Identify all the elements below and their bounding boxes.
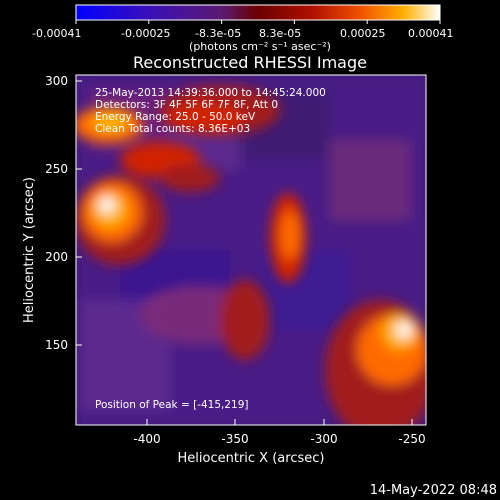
info-overlay: 25-May-2013 14:39:36.000 to 14:45:24.000… xyxy=(95,87,326,135)
colorbar-unit-label: (photons cm⁻² s⁻¹ asec⁻²) xyxy=(189,40,331,53)
colorbar-bar xyxy=(75,4,441,21)
colorbar-tick-label: 0.00025 xyxy=(340,27,386,40)
peak-position-text: Position of Peak = [-415,219] xyxy=(95,399,249,411)
x-tick-label: -350 xyxy=(221,432,248,446)
y-ticks xyxy=(76,80,82,346)
footer-timestamp: 14-May-2022 08:48 xyxy=(370,483,497,498)
x-ticks xyxy=(146,419,413,425)
y-tick-label: 150 xyxy=(45,338,68,352)
info-line: 25-May-2013 14:39:36.000 to 14:45:24.000 xyxy=(95,87,326,99)
image-title: Reconstructed RHESSI Image xyxy=(133,53,367,72)
image-panel xyxy=(76,75,426,425)
info-line: Detectors: 3F 4F 5F 6F 7F 8F, Att 0 xyxy=(95,99,278,111)
x-tick-label: -400 xyxy=(133,432,160,446)
x-tick-label: -300 xyxy=(310,432,337,446)
x-axis-title: Heliocentric X (arcsec) xyxy=(178,451,325,466)
colorbar-tick-label: 0.00041 xyxy=(408,27,454,40)
plot-frame xyxy=(75,74,427,426)
colorbar: -0.00041 -0.00025 -8.3e-05 8.3e-05 0.000… xyxy=(32,4,454,53)
colorbar-ticks xyxy=(75,20,441,24)
colorbar-tick-label: 8.3e-05 xyxy=(259,27,301,40)
x-tick-label: -250 xyxy=(398,432,425,446)
y-tick-label: 250 xyxy=(45,162,68,176)
colorbar-tick-label: -0.00025 xyxy=(121,27,170,40)
y-axis-title: Heliocentric Y (arcsec) xyxy=(22,177,37,323)
info-line: Energy Range: 25.0 - 50.0 keV xyxy=(95,111,256,123)
colorbar-tick-label: -0.00041 xyxy=(32,27,81,40)
info-line: Clean Total counts: 8.36E+03 xyxy=(95,123,250,135)
image-features xyxy=(76,85,426,425)
colorbar-tick-label: -8.3e-05 xyxy=(195,27,241,40)
y-tick-label: 300 xyxy=(45,74,68,88)
y-tick-label: 200 xyxy=(45,250,68,264)
